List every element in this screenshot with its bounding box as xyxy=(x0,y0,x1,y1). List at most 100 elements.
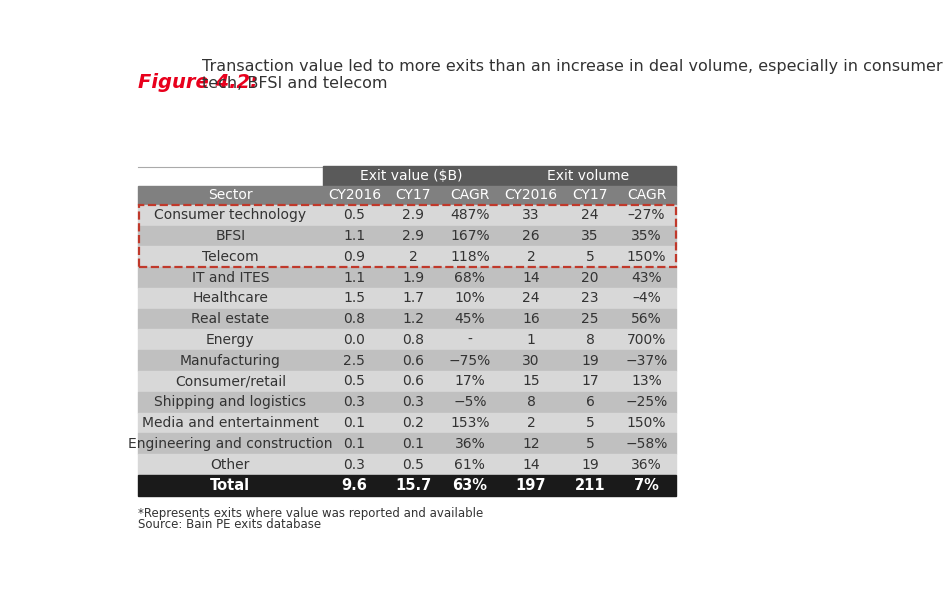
Text: 0.5: 0.5 xyxy=(343,375,366,389)
Bar xyxy=(138,434,676,454)
Text: 68%: 68% xyxy=(454,270,485,284)
Text: 7%: 7% xyxy=(634,478,659,493)
Text: −25%: −25% xyxy=(625,395,668,409)
Text: 5: 5 xyxy=(585,437,595,451)
Text: 15.7: 15.7 xyxy=(395,478,431,493)
Bar xyxy=(138,392,676,413)
Bar xyxy=(138,186,676,205)
Text: 33: 33 xyxy=(522,208,540,222)
Text: 16: 16 xyxy=(522,312,540,326)
Bar xyxy=(138,205,676,225)
Text: 0.3: 0.3 xyxy=(343,457,366,471)
Text: Energy: Energy xyxy=(206,333,255,347)
Text: −75%: −75% xyxy=(448,354,491,368)
Text: Exit volume: Exit volume xyxy=(546,169,629,183)
Text: 2.9: 2.9 xyxy=(402,229,425,243)
Text: 13%: 13% xyxy=(631,375,662,389)
Text: 0.0: 0.0 xyxy=(343,333,366,347)
Text: 24: 24 xyxy=(522,291,540,305)
Text: 36%: 36% xyxy=(454,437,485,451)
Text: 14: 14 xyxy=(522,270,540,284)
Text: 8: 8 xyxy=(526,395,536,409)
Text: 700%: 700% xyxy=(627,333,666,347)
Text: 0.3: 0.3 xyxy=(343,395,366,409)
Text: 15: 15 xyxy=(522,375,540,389)
Text: Consumer/retail: Consumer/retail xyxy=(175,375,286,389)
Text: 118%: 118% xyxy=(450,250,489,264)
Text: 43%: 43% xyxy=(631,270,662,284)
Text: 0.8: 0.8 xyxy=(402,333,425,347)
Text: 12: 12 xyxy=(522,437,540,451)
Bar xyxy=(138,329,676,350)
Text: 1.9: 1.9 xyxy=(402,270,425,284)
Text: 0.6: 0.6 xyxy=(402,375,425,389)
Text: 0.9: 0.9 xyxy=(343,250,366,264)
Text: 2: 2 xyxy=(408,250,418,264)
Text: 1.7: 1.7 xyxy=(402,291,425,305)
Text: 6: 6 xyxy=(585,395,595,409)
Text: −37%: −37% xyxy=(625,354,668,368)
Text: 150%: 150% xyxy=(627,416,666,430)
Text: 153%: 153% xyxy=(450,416,489,430)
Text: 1.1: 1.1 xyxy=(343,229,366,243)
Text: CY2016: CY2016 xyxy=(504,188,558,202)
Text: Engineering and construction: Engineering and construction xyxy=(128,437,332,451)
Text: –27%: –27% xyxy=(628,208,665,222)
Text: 17: 17 xyxy=(581,375,598,389)
Text: 167%: 167% xyxy=(450,229,489,243)
Text: 0.5: 0.5 xyxy=(402,457,425,471)
Text: 35%: 35% xyxy=(631,229,662,243)
Text: 19: 19 xyxy=(581,354,598,368)
Text: 1.5: 1.5 xyxy=(343,291,366,305)
Text: 0.1: 0.1 xyxy=(343,437,366,451)
Text: 5: 5 xyxy=(585,416,595,430)
Bar xyxy=(138,454,676,475)
Text: *Represents exits where value was reported and available: *Represents exits where value was report… xyxy=(138,507,484,520)
Text: Real estate: Real estate xyxy=(191,312,270,326)
Text: 1.1: 1.1 xyxy=(343,270,366,284)
Text: BFSI: BFSI xyxy=(216,229,245,243)
Text: 45%: 45% xyxy=(454,312,485,326)
Bar xyxy=(323,166,500,186)
Text: 26: 26 xyxy=(522,229,540,243)
Text: CAGR: CAGR xyxy=(450,188,489,202)
Text: 19: 19 xyxy=(581,457,598,471)
Text: Healthcare: Healthcare xyxy=(193,291,268,305)
Text: 56%: 56% xyxy=(631,312,662,326)
Bar xyxy=(138,371,676,392)
Text: 24: 24 xyxy=(581,208,598,222)
Text: 9.6: 9.6 xyxy=(341,478,368,493)
Text: CAGR: CAGR xyxy=(627,188,666,202)
Text: 20: 20 xyxy=(581,270,598,284)
Text: 1: 1 xyxy=(526,333,536,347)
Text: 63%: 63% xyxy=(452,478,487,493)
Bar xyxy=(138,475,676,496)
Bar xyxy=(138,246,676,267)
Bar xyxy=(138,350,676,371)
Text: 0.1: 0.1 xyxy=(343,416,366,430)
Bar xyxy=(138,413,676,434)
Text: Exit value ($B): Exit value ($B) xyxy=(360,169,462,183)
Text: CY17: CY17 xyxy=(572,188,608,202)
Text: 150%: 150% xyxy=(627,250,666,264)
Text: 0.3: 0.3 xyxy=(402,395,425,409)
Text: 30: 30 xyxy=(522,354,540,368)
Text: 14: 14 xyxy=(522,457,540,471)
Bar xyxy=(138,309,676,329)
Text: CY17: CY17 xyxy=(395,188,431,202)
Text: 0.5: 0.5 xyxy=(343,208,366,222)
Text: Telecom: Telecom xyxy=(202,250,258,264)
Text: 36%: 36% xyxy=(631,457,662,471)
Bar xyxy=(500,166,676,186)
Text: Total: Total xyxy=(210,478,251,493)
Text: 487%: 487% xyxy=(450,208,489,222)
Text: 197: 197 xyxy=(516,478,546,493)
Text: 0.2: 0.2 xyxy=(402,416,425,430)
Text: Sector: Sector xyxy=(208,188,253,202)
Text: Figure 4.2:: Figure 4.2: xyxy=(138,74,258,93)
Text: 17%: 17% xyxy=(454,375,485,389)
Text: 1.2: 1.2 xyxy=(402,312,425,326)
Text: 35: 35 xyxy=(581,229,598,243)
Text: Shipping and logistics: Shipping and logistics xyxy=(154,395,306,409)
Text: Consumer technology: Consumer technology xyxy=(154,208,307,222)
